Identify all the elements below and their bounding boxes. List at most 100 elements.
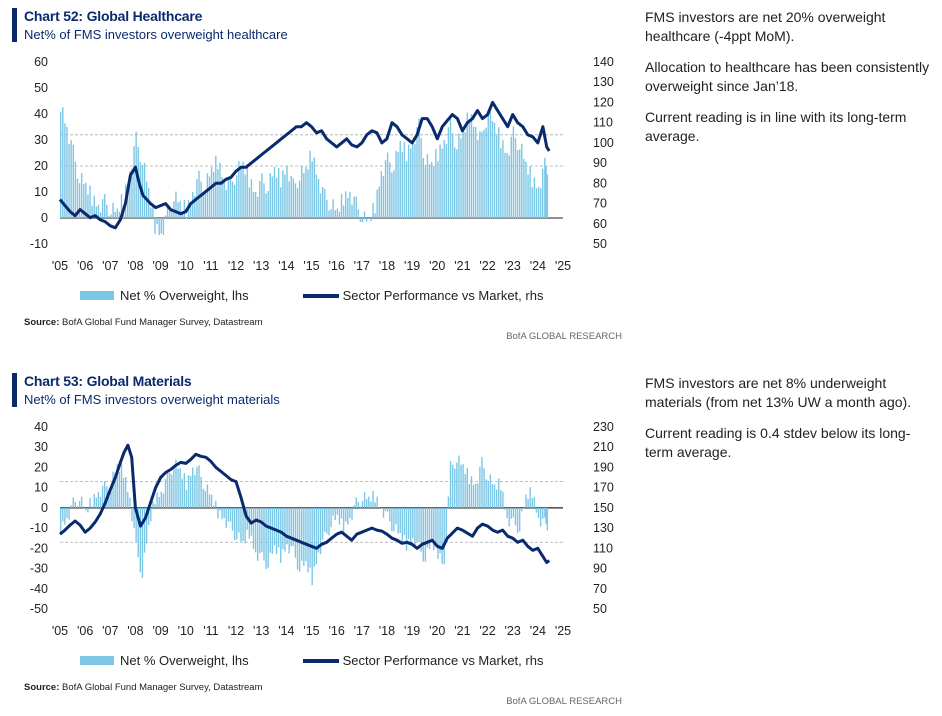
bar (110, 214, 112, 218)
bar (254, 192, 257, 218)
bar (227, 507, 230, 522)
bar (267, 507, 269, 568)
bar (428, 507, 431, 550)
y-left-tick-label: 20 (34, 460, 48, 474)
bar (204, 190, 207, 218)
bar (512, 126, 515, 218)
bar (514, 507, 517, 526)
bar (282, 507, 284, 550)
bar (290, 175, 292, 218)
bar (418, 507, 420, 542)
y-left-tick-label: 10 (34, 185, 48, 199)
bar (261, 507, 263, 552)
bar (150, 207, 152, 218)
bar (95, 497, 98, 508)
bar (152, 501, 154, 508)
bar (122, 477, 125, 508)
bar (401, 151, 404, 218)
bar (535, 188, 538, 218)
bar (158, 496, 160, 508)
bar (370, 501, 372, 508)
bar (334, 507, 336, 521)
bar (451, 133, 454, 218)
bar (305, 507, 307, 562)
bar (502, 140, 504, 218)
bar (428, 164, 431, 218)
bar (498, 127, 500, 218)
bar (305, 167, 307, 218)
bar (525, 494, 527, 508)
bar (319, 507, 322, 555)
bar (315, 507, 318, 565)
y-right-tick-label: 80 (593, 176, 607, 190)
bar (328, 210, 330, 218)
bar (177, 202, 179, 218)
bar (340, 507, 343, 519)
bar (380, 507, 383, 509)
bar (376, 496, 378, 508)
bar (347, 197, 349, 218)
x-tick-label: '15 (303, 259, 319, 273)
bar (95, 206, 98, 218)
bar (324, 188, 326, 218)
bar (204, 490, 207, 508)
bar (240, 167, 242, 218)
bar (104, 194, 106, 218)
y-right-tick-label: 50 (593, 237, 607, 251)
bar (330, 507, 332, 528)
bar (510, 507, 513, 519)
legend-line-swatch (302, 658, 339, 663)
bar (340, 194, 343, 218)
bar (181, 478, 183, 508)
bar (168, 207, 171, 218)
bar (101, 199, 104, 218)
bar (355, 196, 357, 218)
bar (108, 491, 110, 508)
bar (223, 179, 225, 218)
bar (292, 178, 295, 218)
bar (332, 507, 334, 516)
series-line (59, 443, 551, 564)
legend-line-label: Sector Performance vs Market, rhs (342, 288, 544, 303)
bar (462, 464, 464, 508)
bar (114, 472, 116, 508)
bar (233, 184, 236, 218)
bar (271, 176, 274, 218)
y-right-tick-label: 110 (593, 116, 613, 130)
bar (187, 474, 190, 508)
bar (542, 507, 544, 519)
x-tick-label: '05 (52, 624, 68, 638)
chart-panel-materials: Chart 53: Global Materials Net% of FMS i… (0, 365, 630, 715)
bar (70, 140, 72, 218)
bar (365, 218, 368, 222)
chart-subtitle: Net% of FMS investors overweight materia… (24, 392, 280, 407)
bar (345, 191, 347, 218)
bar (131, 169, 133, 218)
bar (229, 507, 232, 522)
commentary-paragraph: Current reading is in line with its long… (645, 109, 907, 144)
bar (403, 507, 406, 536)
bar (485, 479, 487, 508)
bar (76, 506, 79, 508)
bar (437, 161, 439, 218)
bar (269, 507, 271, 553)
bar (430, 507, 433, 542)
bar (531, 187, 533, 218)
bar (156, 492, 158, 508)
x-tick-label: '13 (253, 259, 269, 273)
bar (265, 193, 267, 218)
bar (104, 481, 106, 508)
bar (60, 507, 62, 535)
bar (91, 205, 93, 218)
x-tick-label: '24 (530, 259, 546, 273)
bar (533, 177, 536, 218)
bar (378, 186, 380, 218)
bar (133, 507, 135, 529)
x-tick-label: '16 (329, 624, 345, 638)
bar (244, 507, 246, 544)
x-tick-label: '19 (404, 259, 420, 273)
bar (164, 479, 167, 508)
x-tick-label: '12 (228, 624, 244, 638)
y-left-tick-label: 40 (34, 420, 48, 434)
bar (512, 507, 515, 518)
